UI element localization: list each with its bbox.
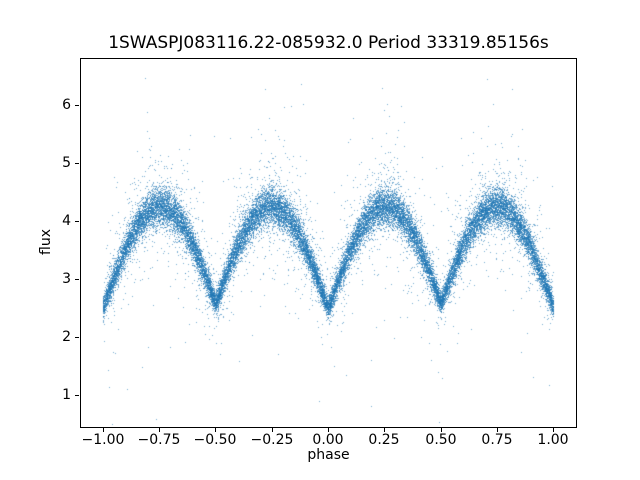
y-tick-label: 2 bbox=[62, 329, 71, 345]
y-tick bbox=[75, 395, 79, 396]
y-tick bbox=[75, 163, 79, 164]
x-tick-label: −0.25 bbox=[250, 432, 294, 448]
x-tick bbox=[103, 428, 104, 432]
y-tick bbox=[75, 337, 79, 338]
x-tick-label: 1.00 bbox=[537, 432, 569, 448]
y-tick-label: 3 bbox=[62, 271, 71, 287]
x-tick-label: 0.25 bbox=[368, 432, 400, 448]
y-tick bbox=[75, 105, 79, 106]
x-tick bbox=[215, 428, 216, 432]
x-tick bbox=[384, 428, 385, 432]
x-tick-label: −0.75 bbox=[137, 432, 181, 448]
x-tick bbox=[441, 428, 442, 432]
x-tick-label: 0.50 bbox=[425, 432, 457, 448]
y-tick-label: 6 bbox=[62, 97, 71, 113]
x-axis-label: phase bbox=[307, 447, 350, 463]
y-tick bbox=[75, 221, 79, 222]
x-tick-label: 0.75 bbox=[481, 432, 513, 448]
x-tick bbox=[159, 428, 160, 432]
x-tick bbox=[553, 428, 554, 432]
chart-title: 1SWASPJ083116.22-085932.0 Period 33319.8… bbox=[108, 33, 549, 53]
y-tick-label: 4 bbox=[62, 213, 71, 229]
y-tick-label: 5 bbox=[62, 155, 71, 171]
x-tick bbox=[497, 428, 498, 432]
x-tick-label: −1.00 bbox=[81, 432, 125, 448]
x-tick-label: −0.50 bbox=[193, 432, 237, 448]
x-tick bbox=[272, 428, 273, 432]
axes-box bbox=[80, 58, 577, 428]
x-tick-label: 0.00 bbox=[312, 432, 344, 448]
x-tick bbox=[328, 428, 329, 432]
y-tick bbox=[75, 279, 79, 280]
y-tick-label: 1 bbox=[62, 387, 71, 403]
